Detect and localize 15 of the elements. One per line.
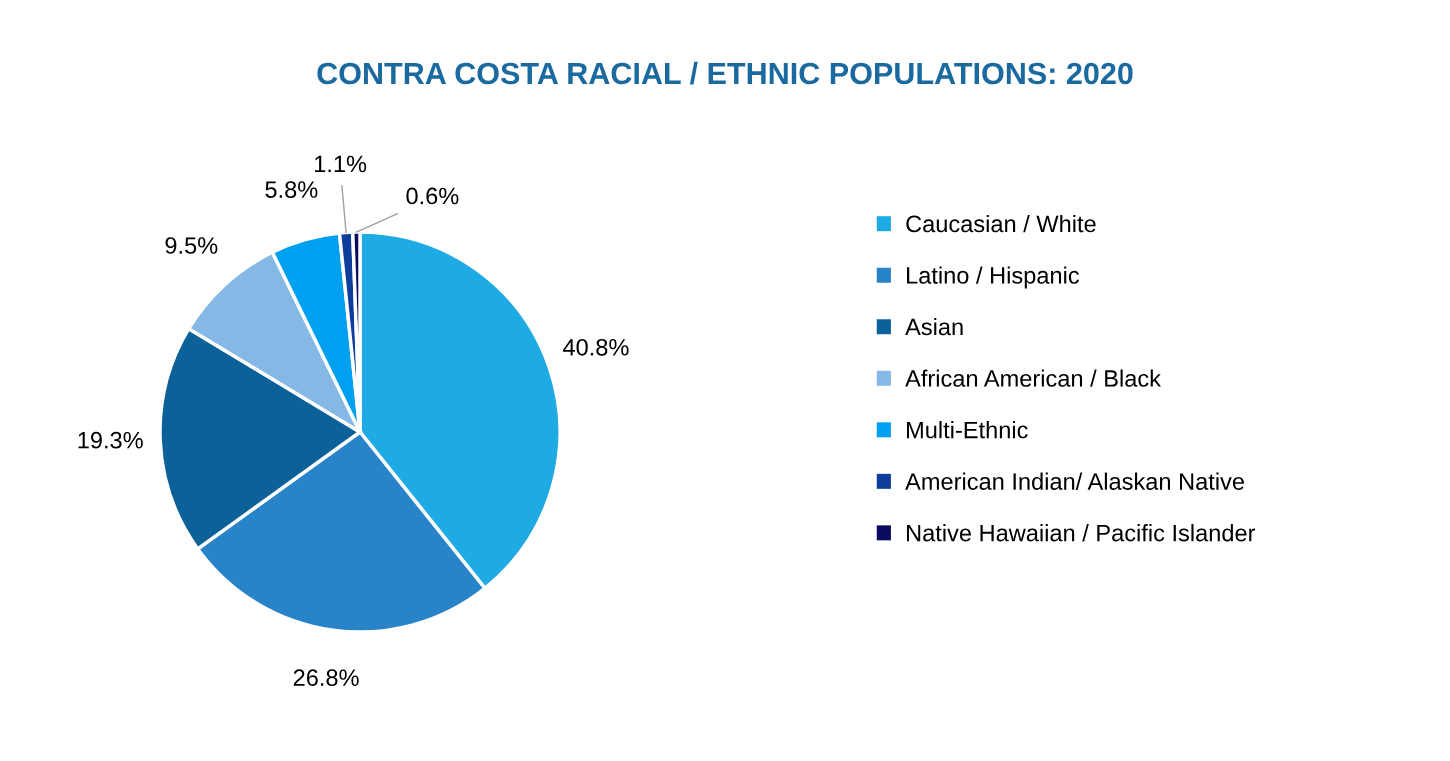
data-label: 40.8% (563, 338, 629, 356)
legend-label: Caucasian / White (906, 214, 1096, 233)
legend-label: Multi-Ethnic (907, 421, 1028, 439)
data-label: 26.8% (293, 669, 359, 687)
legend-label: Native Hawaiian / Pacific Islander (907, 524, 1256, 542)
data-label: 9.5% (165, 237, 218, 254)
legend-label: American Indian/ Alaskan Native (905, 472, 1244, 490)
chart-title: CONTRA COSTA RACIAL / ETHNIC POPULATIONS: 2020 (317, 61, 1133, 85)
legend-label: Latino / Hispanic (907, 266, 1080, 289)
data-label: 19.3% (78, 431, 143, 449)
data-label: 1.1% (315, 155, 367, 173)
data-label: 0.6% (406, 187, 459, 205)
legend-label: African American / Black (905, 369, 1161, 387)
data-label: 5.8% (265, 181, 318, 198)
legend-label: Asian (905, 317, 963, 336)
